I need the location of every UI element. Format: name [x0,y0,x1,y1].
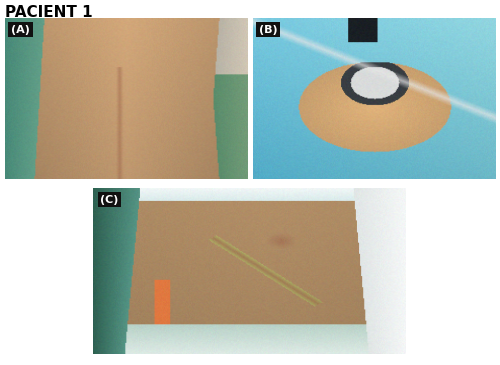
Text: PACIENT 1: PACIENT 1 [5,5,92,20]
Text: (C): (C) [100,195,118,205]
Text: (B): (B) [258,25,277,35]
Text: (A): (A) [11,25,30,35]
